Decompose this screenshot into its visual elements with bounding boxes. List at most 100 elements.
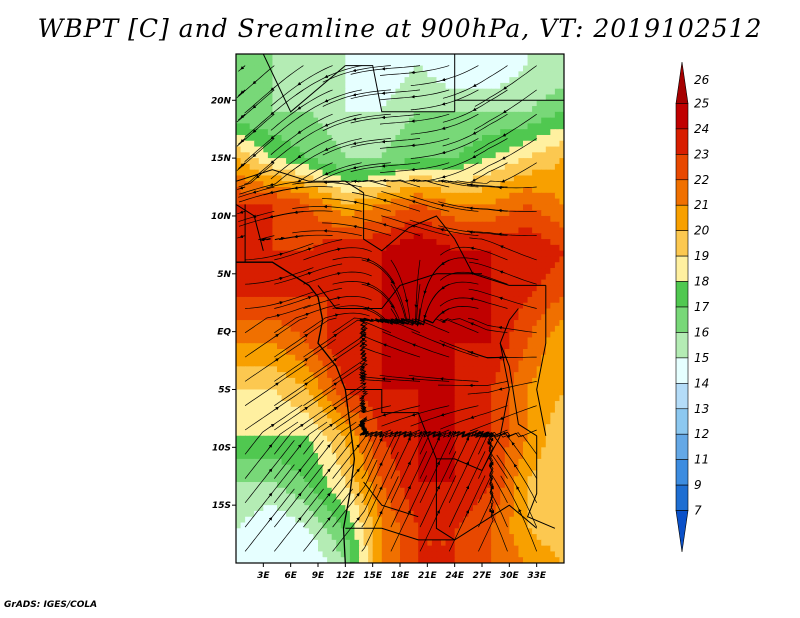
field-cell	[400, 395, 406, 402]
field-cell	[513, 354, 520, 362]
field-cell	[427, 54, 433, 61]
field-cell	[413, 65, 419, 72]
field-cell	[354, 187, 360, 194]
field-cell	[322, 401, 328, 408]
field-cell	[377, 204, 383, 211]
field-cell	[299, 389, 305, 396]
field-cell	[418, 192, 424, 200]
field-cell	[390, 111, 397, 119]
field-cell	[436, 268, 442, 275]
field-cell	[340, 123, 346, 130]
field-cell	[404, 244, 410, 252]
field-cell	[500, 123, 506, 130]
field-cell	[436, 158, 442, 165]
field-cell	[513, 187, 520, 194]
field-cell	[363, 158, 369, 165]
field-cell	[390, 343, 397, 350]
field-cell	[308, 308, 315, 315]
field-cell	[308, 377, 315, 385]
field-cell	[532, 360, 538, 367]
field-cell	[354, 406, 360, 414]
field-cell	[381, 169, 387, 177]
field-cell	[427, 308, 433, 315]
field-cell	[295, 82, 301, 90]
field-cell	[390, 424, 397, 431]
field-cell	[513, 204, 520, 211]
field-cell	[536, 82, 542, 90]
field-cell	[304, 106, 310, 113]
field-cell	[518, 187, 524, 194]
field-cell	[390, 412, 397, 419]
field-cell	[445, 169, 451, 177]
field-cell	[536, 94, 542, 101]
field-cell	[554, 418, 561, 425]
field-cell	[272, 54, 278, 61]
field-cell	[427, 239, 433, 246]
field-cell	[331, 123, 337, 130]
field-cell	[345, 111, 351, 119]
field-cell	[377, 279, 383, 286]
field-cell	[327, 395, 333, 402]
field-cell	[263, 395, 269, 402]
field-cell	[468, 152, 474, 159]
field-cell	[550, 360, 556, 367]
field-cell	[431, 285, 438, 292]
field-cell	[236, 389, 242, 396]
field-cell	[459, 262, 465, 269]
field-cell	[504, 215, 510, 223]
field-cell	[491, 291, 497, 298]
field-cell	[409, 418, 415, 425]
field-cell	[559, 366, 564, 373]
field-cell	[299, 227, 305, 234]
field-cell	[345, 395, 351, 402]
field-cell	[318, 152, 324, 159]
field-cell	[445, 187, 451, 194]
field-cell	[386, 337, 392, 344]
field-cell	[431, 82, 438, 90]
field-cell	[395, 181, 401, 188]
field-cell	[290, 77, 296, 84]
field-cell	[427, 354, 433, 362]
field-cell	[327, 418, 333, 425]
field-cell	[482, 244, 488, 252]
field-cell	[477, 412, 483, 419]
field-cell	[386, 244, 392, 252]
field-cell	[495, 348, 501, 356]
field-cell	[308, 256, 315, 263]
field-cell	[472, 181, 479, 188]
field-cell	[240, 424, 246, 431]
field-cell	[308, 279, 315, 286]
field-cell	[482, 273, 488, 281]
field-cell	[377, 140, 383, 148]
field-cell	[331, 320, 337, 327]
field-cell	[240, 77, 246, 84]
field-cell	[368, 401, 374, 408]
field-cell	[254, 325, 260, 333]
field-cell	[504, 187, 510, 194]
field-cell	[331, 447, 337, 454]
field-cell	[258, 210, 264, 217]
field-cell	[249, 181, 255, 188]
field-cell	[463, 412, 469, 419]
field-cell	[295, 354, 301, 362]
field-cell	[390, 377, 397, 385]
field-cell	[559, 302, 564, 310]
field-cell	[523, 285, 529, 292]
field-cell	[450, 377, 456, 385]
field-cell	[550, 117, 556, 125]
field-cell	[340, 377, 346, 385]
field-cell	[381, 424, 387, 431]
field-cell	[404, 227, 410, 234]
field-cell	[504, 146, 510, 153]
field-cell	[331, 77, 337, 84]
field-cell	[395, 134, 401, 142]
field-cell	[322, 215, 328, 223]
field-cell	[513, 279, 520, 286]
field-cell	[482, 163, 488, 171]
field-cell	[413, 401, 419, 408]
field-cell	[518, 343, 524, 350]
field-cell	[336, 447, 342, 454]
field-cell	[509, 320, 515, 327]
field-cell	[559, 406, 564, 414]
field-cell	[245, 181, 251, 188]
